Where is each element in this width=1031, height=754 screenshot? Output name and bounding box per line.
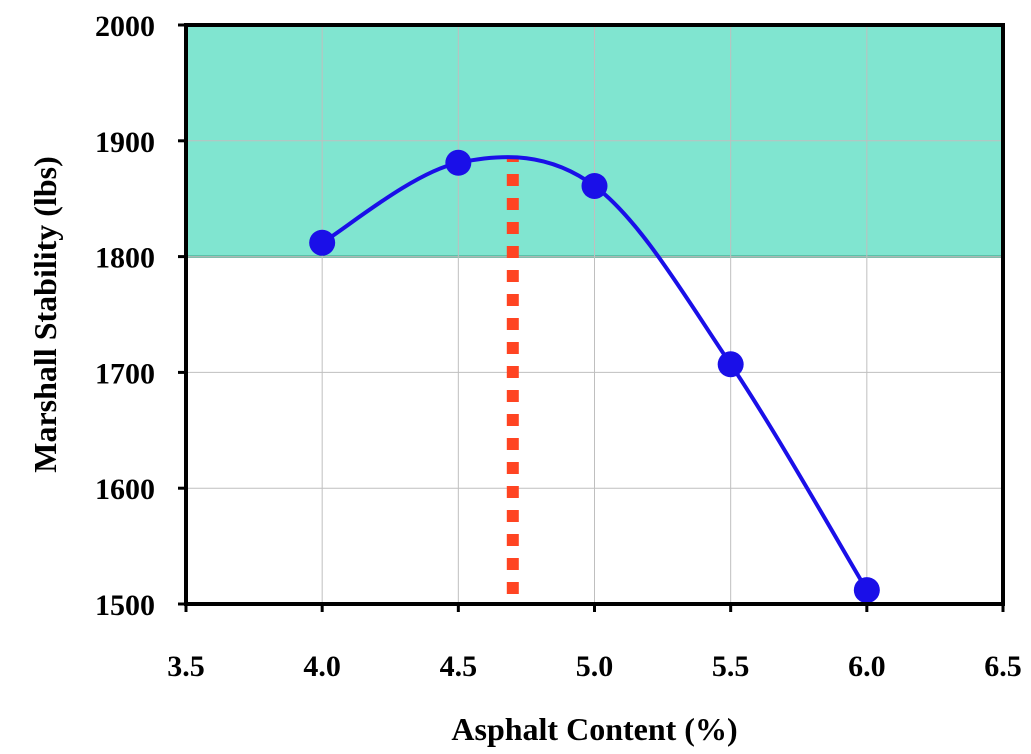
x-tick-label: 4.0 xyxy=(303,650,341,683)
y-axis-ticks: 1500 1600 1700 1800 1900 2000 xyxy=(95,10,186,622)
series-line xyxy=(321,155,869,592)
x-tick-label: 3.5 xyxy=(167,650,205,683)
data-point xyxy=(581,172,608,199)
x-axis-title: Asphalt Content (%) xyxy=(451,711,737,747)
data-point xyxy=(309,229,336,256)
x-axis-ticks: 3.5 4.0 4.5 5.0 5.5 6.0 6.5 xyxy=(167,604,1022,683)
y-tick-label: 1800 xyxy=(95,242,155,275)
y-tick-label: 1700 xyxy=(95,357,155,390)
y-axis-title: Marshall Stability (lbs) xyxy=(27,156,63,472)
y-tick-label: 1900 xyxy=(95,126,155,159)
data-point xyxy=(445,149,472,176)
x-tick-label: 5.5 xyxy=(712,650,750,683)
data-point xyxy=(853,577,880,604)
data-markers xyxy=(309,149,880,604)
x-tick-label: 6.5 xyxy=(984,650,1022,683)
y-tick-label: 1600 xyxy=(95,473,155,506)
y-tick-label: 2000 xyxy=(95,10,155,43)
data-point xyxy=(717,351,744,378)
x-tick-label: 4.5 xyxy=(440,650,478,683)
y-tick-label: 1500 xyxy=(95,589,155,622)
x-tick-label: 5.0 xyxy=(576,650,614,683)
x-tick-label: 6.0 xyxy=(848,650,886,683)
